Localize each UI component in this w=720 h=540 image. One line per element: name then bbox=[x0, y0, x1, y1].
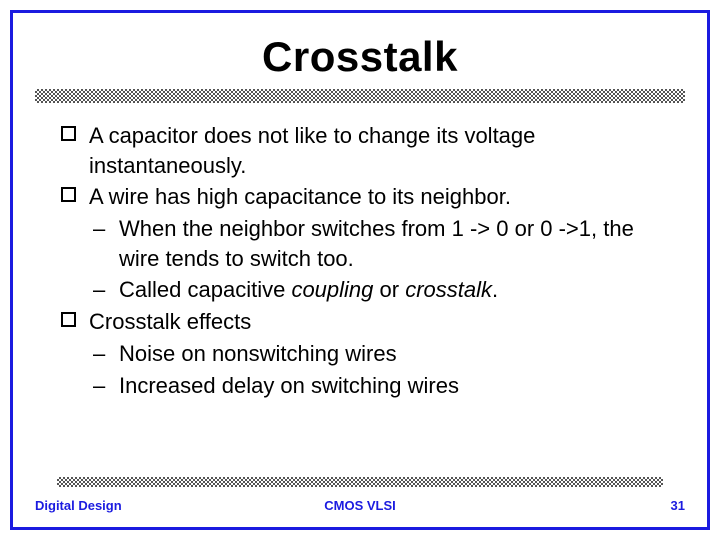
title-divider bbox=[35, 89, 685, 103]
list-item: Crosstalk effects bbox=[61, 307, 659, 337]
square-bullet-icon bbox=[61, 187, 76, 202]
list-item: – Increased delay on switching wires bbox=[61, 371, 659, 401]
dash-bullet-icon: – bbox=[93, 275, 105, 305]
list-item: A wire has high capacitance to its neigh… bbox=[61, 182, 659, 212]
footer-center: CMOS VLSI bbox=[252, 498, 469, 513]
footer-divider bbox=[57, 477, 663, 487]
slide-title: Crosstalk bbox=[13, 13, 707, 89]
list-item-text: Crosstalk effects bbox=[89, 309, 251, 334]
bullet-list: A capacitor does not like to change its … bbox=[61, 121, 659, 400]
list-item-text: Increased delay on switching wires bbox=[119, 373, 459, 398]
dash-bullet-icon: – bbox=[93, 214, 105, 244]
footer-right: 31 bbox=[468, 498, 685, 513]
list-item-text: When the neighbor switches from 1 -> 0 o… bbox=[119, 216, 634, 271]
list-item-text: Noise on nonswitching wires bbox=[119, 341, 397, 366]
list-item: A capacitor does not like to change its … bbox=[61, 121, 659, 180]
dash-bullet-icon: – bbox=[93, 371, 105, 401]
slide-content: A capacitor does not like to change its … bbox=[13, 103, 707, 400]
list-item: – Noise on nonswitching wires bbox=[61, 339, 659, 369]
footer-divider-wrap bbox=[35, 477, 685, 487]
list-item: – Called capacitive coupling or crosstal… bbox=[61, 275, 659, 305]
dash-bullet-icon: – bbox=[93, 339, 105, 369]
slide: Crosstalk A capacitor does not like to c… bbox=[0, 0, 720, 540]
list-item: – When the neighbor switches from 1 -> 0… bbox=[61, 214, 659, 273]
square-bullet-icon bbox=[61, 126, 76, 141]
list-item-text: A capacitor does not like to change its … bbox=[89, 123, 535, 178]
footer: Digital Design CMOS VLSI 31 bbox=[35, 498, 685, 513]
list-item-text: A wire has high capacitance to its neigh… bbox=[89, 184, 511, 209]
list-item-text: Called capacitive coupling or crosstalk. bbox=[119, 277, 498, 302]
slide-border: Crosstalk A capacitor does not like to c… bbox=[10, 10, 710, 530]
footer-left: Digital Design bbox=[35, 498, 252, 513]
square-bullet-icon bbox=[61, 312, 76, 327]
